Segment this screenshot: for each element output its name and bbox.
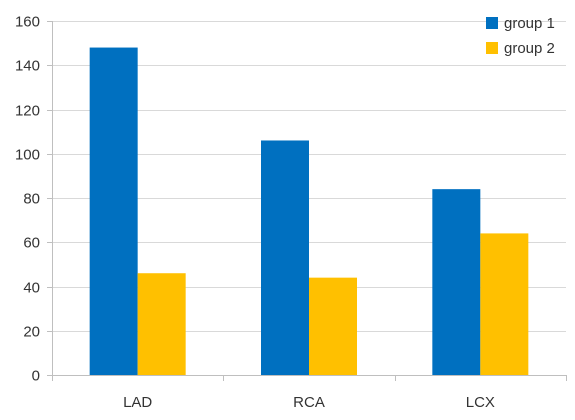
x-category-label-rca: RCA [293,394,325,411]
legend-swatch-group-2 [486,42,498,54]
y-tick-labels: 0 20 40 60 80 100 120 140 160 [15,14,40,385]
y-tick-label-0: 0 [32,368,40,385]
x-category-labels: LAD RCA LCX [123,394,495,411]
y-tick-label-100: 100 [15,147,40,164]
x-category-label-lcx: LCX [466,394,495,411]
y-tick-label-40: 40 [23,280,40,297]
bars [89,47,529,376]
legend-label-group-2: group 2 [504,40,555,57]
axes [47,21,567,381]
bar-lad-group-2 [137,273,186,375]
legend-label-group-1: group 1 [504,15,555,32]
y-tick-label-120: 120 [15,103,40,120]
bar-lcx-group-2 [480,233,529,375]
bar-lcx-group-1 [432,189,481,375]
y-tick-label-20: 20 [23,324,40,341]
y-tick-label-60: 60 [23,235,40,252]
legend: group 1 group 2 [486,15,555,57]
y-tick-label-80: 80 [23,191,40,208]
bar-rca-group-1 [261,140,309,375]
y-tick-label-160: 160 [15,14,40,31]
legend-swatch-group-1 [486,17,498,29]
bar-rca-group-2 [309,277,357,375]
x-category-label-lad: LAD [123,394,152,411]
bar-lad-group-1 [89,47,138,376]
y-tick-label-140: 140 [15,58,40,75]
